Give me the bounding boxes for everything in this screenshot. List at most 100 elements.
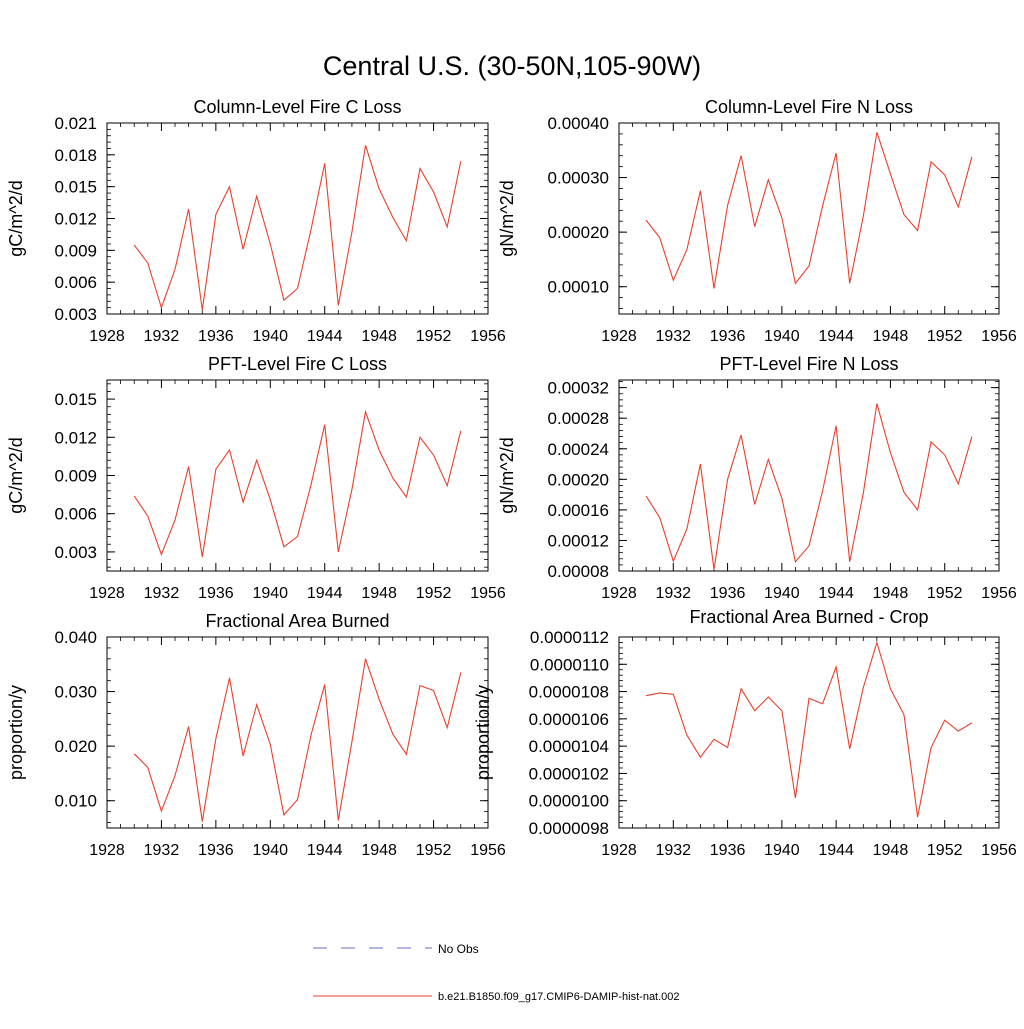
y-axis-label: proportion/y — [6, 685, 26, 780]
plot-frame — [618, 122, 1000, 315]
chart-panel-5: 1928 1932 1936 1940 1944 1948 1952 1956 0.010 0.0… — [6, 611, 506, 859]
x-tick-label: 1944 — [307, 842, 343, 859]
x-tick-label: 1948 — [873, 585, 909, 602]
x-tick-label: 1956 — [981, 585, 1017, 602]
plot-frame — [106, 122, 489, 315]
chart-panel-3: 1928 1932 1936 1940 1944 1948 1952 1956 0.003 0.0… — [6, 354, 506, 602]
y-axis-label: gN/m^2/d — [497, 437, 517, 513]
y-tick-label: 0.00010 — [548, 278, 609, 297]
x-tick-label: 1956 — [981, 842, 1017, 859]
y-tick-label: 0.0000098 — [529, 819, 609, 838]
x-tick-label: 1932 — [655, 842, 691, 859]
y-tick-label: 0.00008 — [548, 562, 609, 581]
x-tick-label: 1948 — [361, 585, 397, 602]
y-tick-label: 0.003 — [54, 305, 97, 324]
x-tick-label: 1936 — [198, 585, 234, 602]
x-tick-label: 1932 — [655, 328, 691, 345]
x-tick-label: 1940 — [252, 585, 288, 602]
chart-panel-6: 1928 1932 1936 1940 1944 1948 1952 1956 0.000009… — [473, 607, 1017, 859]
y-tick-label: 0.020 — [54, 737, 97, 756]
y-tick-label: 0.00016 — [548, 501, 609, 520]
y-tick-label: 0.003 — [54, 543, 97, 562]
figure-title: Central U.S. (30-50N,105-90W) — [323, 51, 701, 81]
x-tick-label: 1940 — [764, 328, 800, 345]
y-tick-label: 0.00020 — [548, 223, 609, 242]
x-tick-label: 1952 — [416, 842, 452, 859]
series-line — [133, 145, 462, 310]
x-tick-label: 1952 — [927, 585, 963, 602]
series-line — [133, 409, 462, 558]
x-tick-label: 1940 — [764, 585, 800, 602]
series-line — [645, 640, 973, 818]
y-axis-label: gN/m^2/d — [497, 180, 517, 256]
x-tick-label: 1940 — [764, 842, 800, 859]
x-tick-label: 1952 — [416, 585, 452, 602]
y-tick-label: 0.00024 — [548, 440, 609, 459]
legend: No Obs b.e21.B1850.f09_g17.CMIP6-DAMIP-h… — [313, 942, 680, 1003]
y-tick-label: 0.0000110 — [530, 655, 609, 674]
x-tick-label: 1932 — [144, 328, 180, 345]
y-tick-label: 0.012 — [54, 210, 97, 229]
x-tick-label: 1944 — [818, 328, 854, 345]
y-tick-label: 0.006 — [54, 273, 97, 292]
y-tick-label: 0.040 — [54, 628, 97, 647]
panel-title: Fractional Area Burned - Crop — [689, 607, 928, 627]
x-tick-label: 1944 — [307, 328, 343, 345]
y-tick-label: 0.021 — [54, 114, 97, 133]
y-tick-label: 0.0000100 — [529, 792, 609, 811]
x-tick-label: 1948 — [873, 842, 909, 859]
x-tick-label: 1940 — [252, 842, 288, 859]
y-tick-label: 0.012 — [54, 428, 97, 447]
y-axis-label: proportion/y — [473, 685, 493, 780]
x-tick-label: 1956 — [981, 328, 1017, 345]
y-tick-label: 0.018 — [54, 146, 97, 165]
y-axis-label: gC/m^2/d — [6, 437, 26, 513]
x-tick-label: 1944 — [818, 585, 854, 602]
y-tick-label: 0.010 — [54, 792, 97, 811]
y-tick-label: 0.00012 — [548, 531, 609, 550]
y-tick-label: 0.009 — [54, 467, 97, 486]
y-tick-label: 0.00020 — [548, 470, 609, 489]
x-tick-label: 1928 — [601, 328, 637, 345]
y-tick-label: 0.006 — [54, 505, 97, 524]
y-tick-label: 0.0000112 — [530, 628, 609, 647]
y-tick-label: 0.015 — [54, 178, 97, 197]
x-tick-label: 1956 — [470, 328, 506, 345]
legend-label-no-obs: No Obs — [438, 942, 479, 956]
x-tick-label: 1932 — [655, 585, 691, 602]
y-tick-label: 0.0000106 — [529, 710, 609, 729]
chart-panel-4: 1928 1932 1936 1940 1944 1948 1952 1956 0.00008 0… — [497, 354, 1017, 602]
x-tick-label: 1928 — [89, 842, 125, 859]
x-tick-label: 1936 — [710, 328, 746, 345]
panel-title: PFT-Level Fire N Loss — [719, 354, 898, 374]
x-tick-label: 1932 — [144, 585, 180, 602]
x-tick-label: 1936 — [198, 842, 234, 859]
y-tick-label: 0.030 — [54, 683, 97, 702]
x-tick-label: 1928 — [601, 842, 637, 859]
x-tick-label: 1928 — [89, 328, 125, 345]
y-axis-label: gC/m^2/d — [6, 180, 26, 256]
x-tick-label: 1956 — [470, 842, 506, 859]
y-tick-label: 0.00040 — [548, 114, 609, 133]
y-tick-label: 0.0000108 — [529, 683, 609, 702]
x-tick-label: 1952 — [416, 328, 452, 345]
x-tick-label: 1952 — [927, 842, 963, 859]
panel-title: Fractional Area Burned — [205, 611, 389, 631]
x-tick-label: 1944 — [307, 585, 343, 602]
x-tick-label: 1928 — [601, 585, 637, 602]
panels: 1928 1932 1936 1940 1944 1948 1952 1956 0.003 0.0… — [6, 97, 1017, 859]
x-tick-label: 1948 — [873, 328, 909, 345]
y-tick-label: 0.00030 — [548, 169, 609, 188]
x-tick-label: 1940 — [252, 328, 288, 345]
x-tick-label: 1932 — [144, 842, 180, 859]
x-tick-label: 1936 — [198, 328, 234, 345]
x-tick-label: 1936 — [710, 585, 746, 602]
plot-frame — [618, 636, 1000, 829]
series-line — [645, 403, 973, 570]
x-tick-label: 1944 — [818, 842, 854, 859]
series-line — [133, 658, 462, 822]
x-tick-label: 1936 — [710, 842, 746, 859]
x-tick-label: 1928 — [89, 585, 125, 602]
